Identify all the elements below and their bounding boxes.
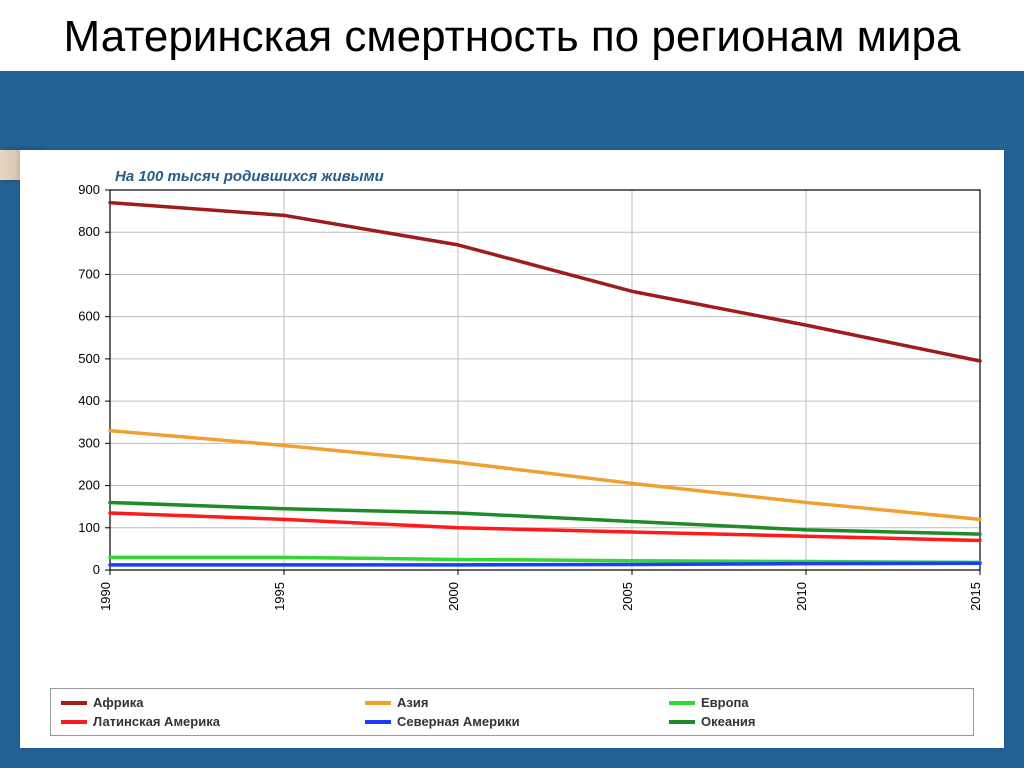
- legend-swatch: [365, 701, 391, 705]
- x-tick-label: 2015: [968, 582, 983, 611]
- title-area: Материнская смертность по регионам мира: [0, 0, 1024, 71]
- legend-item: Азия: [365, 695, 659, 710]
- legend-swatch: [365, 720, 391, 724]
- series-line: [110, 563, 980, 565]
- x-tick-label: 1990: [98, 582, 113, 611]
- legend-swatch: [669, 720, 695, 724]
- legend-label: Латинская Америка: [93, 714, 220, 729]
- legend-item: Латинская Америка: [61, 714, 355, 729]
- legend-item: Африка: [61, 695, 355, 710]
- legend-swatch: [61, 720, 87, 724]
- legend-swatch: [61, 701, 87, 705]
- legend-swatch: [669, 701, 695, 705]
- legend-item: Океания: [669, 714, 963, 729]
- legend-label: Азия: [397, 695, 428, 710]
- series-line: [110, 557, 980, 562]
- legend-label: Африка: [93, 695, 143, 710]
- y-tick-label: 0: [93, 562, 100, 577]
- slide: Материнская смертность по регионам мира …: [0, 0, 1024, 768]
- x-tick-label: 2010: [794, 582, 809, 611]
- plot-border: [110, 190, 980, 570]
- slide-title: Материнская смертность по регионам мира: [40, 12, 984, 63]
- y-tick-label: 200: [78, 478, 100, 493]
- series-line: [110, 203, 980, 361]
- y-tick-label: 100: [78, 520, 100, 535]
- y-tick-label: 700: [78, 266, 100, 281]
- y-tick-label: 900: [78, 182, 100, 197]
- x-tick-label: 2000: [446, 582, 461, 611]
- line-chart: 0 100 200 300 400 500 600 700 800 900 1990 1995 2000…: [20, 150, 1004, 748]
- legend-item: Северная Америки: [365, 714, 659, 729]
- chart-panel: На 100 тысяч родившихся живыми 010020030…: [20, 150, 1004, 748]
- y-tick-label: 500: [78, 351, 100, 366]
- y-tick-label: 300: [78, 435, 100, 450]
- y-tick-label: 800: [78, 224, 100, 239]
- x-tick-label: 2005: [620, 582, 635, 611]
- legend-label: Северная Америки: [397, 714, 520, 729]
- x-tick-label: 1995: [272, 582, 287, 611]
- legend-label: Океания: [701, 714, 756, 729]
- chart-legend: Африка Азия Европа Латинская Америка Северна…: [50, 688, 974, 736]
- legend-item: Европа: [669, 695, 963, 710]
- legend-label: Европа: [701, 695, 749, 710]
- y-tick-label: 600: [78, 309, 100, 324]
- y-tick-label: 400: [78, 393, 100, 408]
